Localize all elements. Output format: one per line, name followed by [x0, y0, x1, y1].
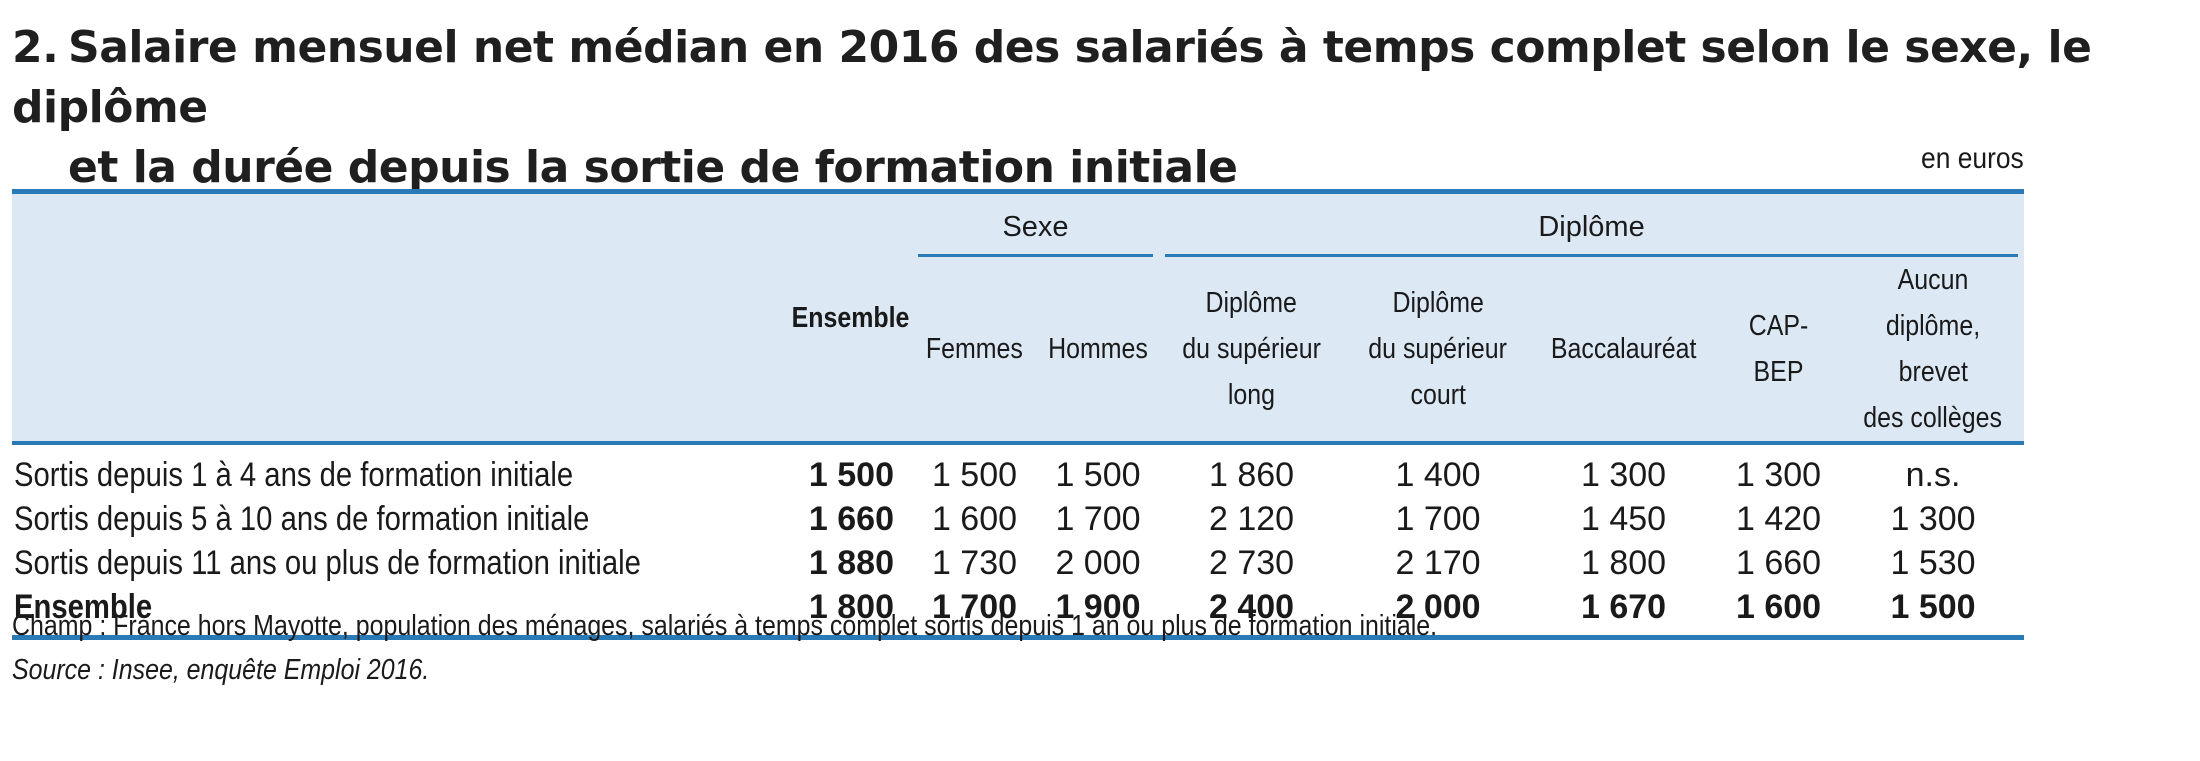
cell-bac: 1 300: [1580, 456, 1667, 494]
scope-note: Champ : France hors Mayotte, population …: [12, 610, 1438, 642]
header-aucun-diplome: Aucun diplôme, brevet des collèges: [1842, 257, 2025, 443]
source-note: Source : Insee, enquête Emploi 2016.: [12, 654, 430, 686]
header-ensemble: Ensemble: [782, 191, 912, 443]
header-group-row: Ensemble Sexe Diplôme: [12, 191, 2025, 443]
cell-hommes: 1 500: [1055, 456, 1141, 494]
cell-cap-bep: 1 660: [1735, 544, 1822, 582]
cell-femmes: 1 500: [931, 456, 1018, 494]
row-label: Ensemble: [14, 588, 153, 626]
cell-ensemble: 1 800: [808, 588, 894, 626]
row-label: Sortis depuis 5 à 10 ans de formation in…: [14, 500, 590, 538]
unit-label: en euros: [1921, 142, 2024, 175]
cell-sup-court: 1 700: [1395, 500, 1481, 538]
header-sup-long: Diplôme du supérieur long: [1159, 257, 1345, 443]
cell-ensemble: 1 880: [808, 544, 894, 582]
table-row: Sortis depuis 1 à 4 ans de formation ini…: [12, 443, 2024, 497]
cell-sup-long: 2 400: [1208, 588, 1295, 626]
cell-cap-bep: 1 420: [1735, 500, 1822, 538]
header-femmes: Femmes: [912, 257, 1037, 443]
cell-femmes: 1 600: [931, 500, 1018, 538]
cell-ensemble: 1 660: [808, 500, 894, 538]
cell-aucun: 1 300: [1890, 500, 1976, 538]
cell-aucun: 1 500: [1890, 588, 1976, 626]
cell-sup-long: 2 120: [1208, 500, 1295, 538]
cell-bac: 1 670: [1580, 588, 1667, 626]
cell-aucun: n.s.: [1905, 456, 1961, 494]
header-sup-court: Diplôme du supérieur court: [1344, 257, 1533, 443]
header-group-diplome: Diplôme: [1159, 191, 2025, 257]
cell-ensemble: 1 500: [808, 456, 894, 494]
header-empty-cell: [12, 191, 782, 443]
cell-sup-court: 2 170: [1395, 544, 1481, 582]
table-row: Sortis depuis 5 à 10 ans de formation in…: [12, 497, 2024, 541]
cell-hommes: 2 000: [1055, 544, 1141, 582]
cell-bac: 1 450: [1580, 500, 1667, 538]
cell-aucun: 1 530: [1890, 544, 1976, 582]
header-group-sexe: Sexe: [912, 191, 1160, 257]
row-label: Sortis depuis 1 à 4 ans de formation ini…: [14, 456, 574, 494]
table-number: 2.: [12, 22, 59, 73]
cell-sup-long: 1 860: [1208, 456, 1295, 494]
row-label: Sortis depuis 11 ans ou plus de formatio…: [14, 544, 641, 582]
cell-cap-bep: 1 600: [1735, 588, 1822, 626]
header-bac: Baccalauréat: [1532, 257, 1716, 443]
cell-sup-court: 1 400: [1395, 456, 1481, 494]
table-row: Sortis depuis 11 ans ou plus de formatio…: [12, 541, 2024, 585]
cell-bac: 1 800: [1580, 544, 1667, 582]
cell-femmes: 1 700: [931, 588, 1018, 626]
table-header: Ensemble Sexe Diplôme Femmes Hommes Dipl…: [12, 191, 2025, 443]
salary-table: Ensemble Sexe Diplôme Femmes Hommes Dipl…: [12, 189, 2025, 640]
table-title: 2. Salaire mensuel net médian en 2016 des…: [12, 18, 2112, 198]
header-hommes: Hommes: [1037, 257, 1160, 443]
cell-cap-bep: 1 300: [1735, 456, 1822, 494]
header-column-row: Femmes Hommes Diplôme du supérieur long …: [12, 257, 2025, 443]
title-line-1: Salaire mensuel net médian en 2016 des s…: [12, 22, 2092, 133]
cell-sup-court: 2 000: [1395, 588, 1481, 626]
cell-sup-long: 2 730: [1208, 544, 1295, 582]
cell-femmes: 1 730: [931, 544, 1018, 582]
cell-hommes: 1 900: [1055, 588, 1141, 626]
table-body: Sortis depuis 1 à 4 ans de formation ini…: [12, 443, 2025, 638]
table-row-total: Ensemble 1 800 1 700 1 900 2 400 2 000 1…: [12, 585, 2024, 638]
cell-hommes: 1 700: [1055, 500, 1141, 538]
header-cap-bep: CAP-BEP: [1715, 257, 1843, 443]
title-line-2: et la durée depuis la sortie de formatio…: [68, 142, 1238, 193]
table-notes: Champ : France hors Mayotte, population …: [12, 604, 2112, 692]
